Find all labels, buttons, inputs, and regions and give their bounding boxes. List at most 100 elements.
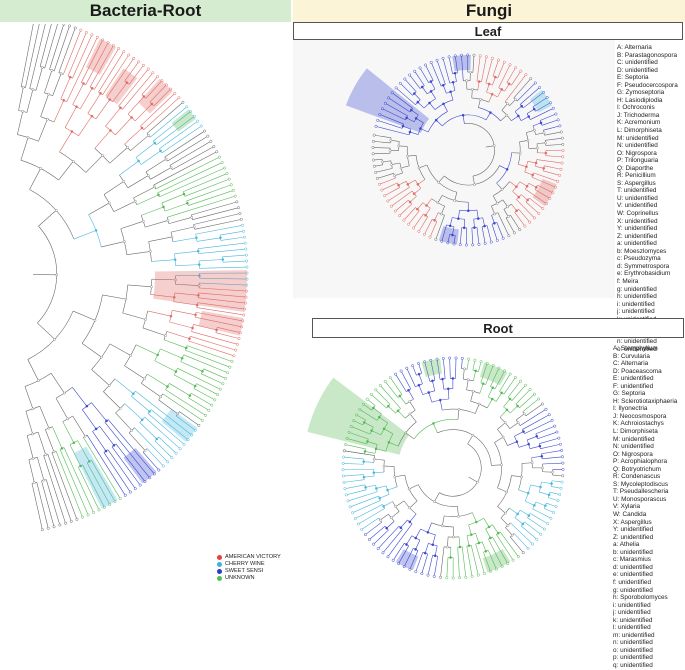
tree-leaf-branch <box>178 368 221 389</box>
tree-leaf-node <box>512 559 514 561</box>
root-legend-item: d: unidentified <box>613 564 685 572</box>
tree-node <box>99 92 101 94</box>
tree-branch <box>434 493 439 502</box>
tree-leaf-branch <box>48 454 71 521</box>
tree-node <box>507 524 509 526</box>
tree-leaf-node <box>381 189 383 191</box>
tree-leaf-node <box>216 151 218 153</box>
tree-node <box>94 319 96 321</box>
tree-leaf-branch <box>478 362 481 372</box>
tree-leaf-node <box>240 218 242 220</box>
tree-branch <box>435 546 437 556</box>
tree-leaf-node <box>152 72 154 74</box>
tree-leaf-node <box>508 235 510 237</box>
tree-branch <box>37 323 54 339</box>
tree-leaf-node <box>211 404 213 406</box>
tree-leaf-branch <box>376 390 390 405</box>
tree-leaf-node <box>562 462 564 464</box>
tree-leaf-branch <box>52 453 77 520</box>
tree-leaf-branch <box>379 178 395 184</box>
tree-node <box>532 174 534 176</box>
tree-leaf-branch <box>32 483 42 529</box>
tree-branch <box>496 393 502 402</box>
tree-leaf-branch <box>539 438 559 444</box>
tree-node <box>489 537 491 539</box>
tree-leaf-node <box>534 82 536 84</box>
tree-leaf-node <box>389 376 391 378</box>
tree-node <box>33 482 35 484</box>
tree-leaf-node <box>246 266 248 268</box>
tree-node <box>469 71 471 73</box>
clade-highlight <box>153 270 247 312</box>
tree-leaf-branch <box>467 546 472 576</box>
tree-branch <box>101 242 124 247</box>
tree-node <box>141 419 143 421</box>
tree-branch <box>36 67 42 90</box>
leaf-legend-item: G: Zymoseptoria <box>617 89 685 97</box>
tree-leaf-node <box>545 408 547 410</box>
tree-leaf-node <box>129 491 131 493</box>
tree-node <box>519 152 521 154</box>
tree-leaf-branch <box>385 187 400 195</box>
tree-leaf-node <box>477 574 479 576</box>
tree-node <box>222 258 224 260</box>
tree-node <box>446 546 448 548</box>
tree-node <box>488 83 490 85</box>
tree-node <box>134 200 136 202</box>
tree-branch <box>121 221 144 229</box>
tree-leaf-branch <box>519 394 534 408</box>
tree-leaf-branch <box>358 508 384 524</box>
tree-leaf-node <box>395 87 397 89</box>
tree-leaf-branch <box>391 191 412 206</box>
tree-leaf-node <box>541 403 543 405</box>
tree-node <box>527 139 529 141</box>
tree-leaf-branch <box>482 227 485 244</box>
tree-leaf-branch <box>536 426 555 434</box>
tree-node <box>522 523 524 525</box>
tree-node <box>536 435 538 437</box>
tree-node <box>518 196 520 198</box>
tree-node <box>504 422 506 424</box>
tree-branch <box>25 386 33 408</box>
tree-leaf-node <box>387 200 389 202</box>
tree-node <box>159 150 161 152</box>
tree-node <box>552 471 554 473</box>
tree-node <box>363 461 365 463</box>
root-legend-item: b: unidentified <box>613 549 685 557</box>
tree-branch <box>174 375 195 386</box>
tree-branch <box>527 436 537 440</box>
tree-leaf-node <box>524 225 526 227</box>
tree-node <box>181 357 183 359</box>
tree-node <box>525 166 527 168</box>
tree-node <box>32 433 34 435</box>
clade-highlight <box>346 68 429 133</box>
tree-leaf-node <box>375 125 377 127</box>
tree-node <box>535 162 537 164</box>
tree-branch <box>79 116 92 136</box>
tree-leaf-branch <box>550 492 560 494</box>
root-legend-item: V: Xylaria <box>613 503 685 511</box>
tree-node <box>383 505 385 507</box>
tree-branch <box>480 384 483 394</box>
root-legend-item: B: Curvularia <box>613 353 685 361</box>
tree-branch <box>514 432 523 437</box>
tree-leaf-branch <box>373 141 390 143</box>
tree-leaf-node <box>537 398 539 400</box>
tree-leaf-node <box>479 55 481 57</box>
root-legend-item: k: unidentified <box>613 617 685 625</box>
tree-leaf-branch <box>196 384 217 395</box>
tree-leaf-branch <box>46 480 60 526</box>
root-legend-item: f: unidentified <box>613 579 685 587</box>
tree-leaf-branch <box>551 486 561 488</box>
tree-leaf-node <box>368 538 370 540</box>
tree-node <box>517 513 519 515</box>
tree-branch <box>125 128 142 144</box>
root-legend-item: D: Poaceascoma <box>613 368 685 376</box>
tree-node <box>517 422 519 424</box>
leaf-legend-item: b: Moeszlomyces <box>617 248 685 256</box>
tree-leaf-node <box>178 97 180 99</box>
leaf-legend-item: M: unidentified <box>617 135 685 143</box>
tree-branch <box>165 203 187 211</box>
tree-leaf-node <box>347 500 349 502</box>
tree-leaf-branch <box>527 518 544 529</box>
